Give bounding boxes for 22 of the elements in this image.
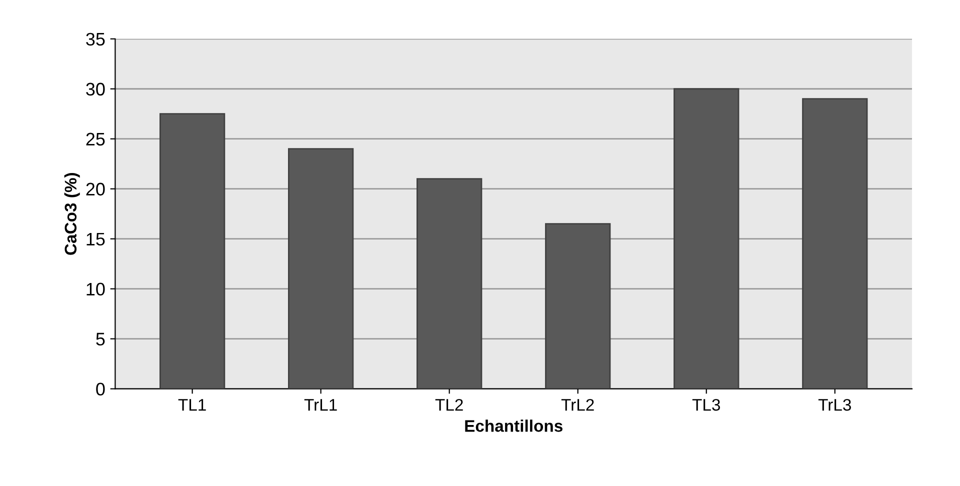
x-axis-title: Echantillons bbox=[465, 420, 562, 432]
bar bbox=[674, 88, 740, 389]
y-tick-label: 0 bbox=[96, 382, 105, 396]
bar bbox=[545, 223, 611, 389]
y-axis-title: CaCo3 (%) bbox=[64, 172, 80, 255]
y-tick-label: 25 bbox=[86, 132, 105, 146]
x-tick-label: TL3 bbox=[692, 398, 720, 411]
x-tick-label: TrL3 bbox=[818, 398, 851, 411]
x-tick-label: TrL1 bbox=[304, 399, 337, 411]
y-tick-label: 5 bbox=[96, 332, 105, 346]
x-tick-label: TL1 bbox=[178, 399, 206, 411]
y-tick-label: 20 bbox=[86, 182, 105, 196]
bar bbox=[416, 178, 482, 389]
y-tick-label: 35 bbox=[86, 32, 105, 46]
bar bbox=[802, 98, 868, 389]
bar bbox=[288, 148, 354, 389]
y-tick-label: 15 bbox=[86, 232, 105, 246]
bar bbox=[159, 113, 226, 389]
y-tick-label: 10 bbox=[86, 282, 105, 296]
x-tick-label: TrL2 bbox=[561, 398, 594, 411]
y-tick-label: 30 bbox=[86, 82, 105, 96]
x-tick-label: TL2 bbox=[435, 398, 463, 411]
